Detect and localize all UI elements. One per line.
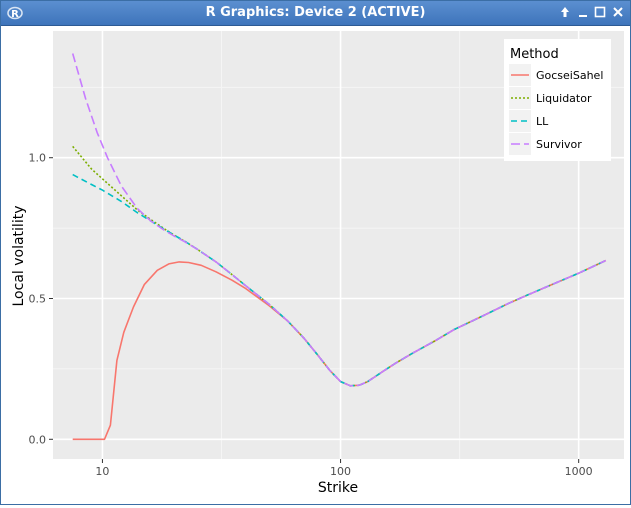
legend: Method GocseiSahel Liquidator LL Survivor: [504, 39, 611, 161]
legend-label: LL: [536, 115, 549, 128]
legend-label: Survivor: [536, 138, 582, 151]
legend-label: Liquidator: [536, 92, 592, 105]
local-volatility-chart: 10 100 1000 0.0 0.5 1.0 Strike Local volatil…: [1, 26, 630, 504]
y-tick-label: 0.0: [29, 433, 47, 446]
x-axis-label: Strike: [318, 480, 358, 496]
x-axis-ticks: 10 100 1000: [95, 459, 592, 478]
title-bar[interactable]: R R Graphics: Device 2 (ACTIVE): [1, 1, 630, 26]
maximize-icon[interactable]: [592, 4, 608, 20]
x-tick-label: 10: [95, 465, 109, 478]
close-icon[interactable]: [610, 4, 626, 20]
plot-area: 10 100 1000 0.0 0.5 1.0 Strike Local volatil…: [1, 26, 630, 504]
legend-title: Method: [510, 47, 559, 62]
y-tick-label: 0.5: [29, 293, 47, 306]
window-title: R Graphics: Device 2 (ACTIVE): [1, 5, 630, 20]
x-tick-label: 100: [330, 465, 351, 478]
legend-label: GocseiSahel: [536, 69, 603, 82]
y-tick-label: 1.0: [29, 152, 47, 165]
arrow-up-icon[interactable]: [557, 4, 573, 20]
y-axis-label: Local volatility: [11, 206, 27, 307]
y-axis-ticks: 0.0 0.5 1.0: [29, 152, 54, 447]
minimize-icon[interactable]: [575, 4, 591, 20]
x-tick-label: 1000: [565, 465, 593, 478]
